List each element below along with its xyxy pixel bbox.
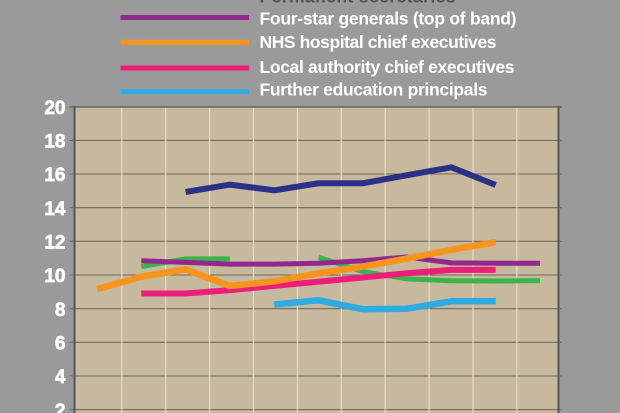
svg-text:4: 4	[55, 367, 66, 388]
svg-text:NHS hospital chief executives: NHS hospital chief executives	[260, 32, 497, 52]
svg-text:14: 14	[44, 199, 66, 220]
svg-text:6: 6	[55, 334, 66, 355]
svg-text:10: 10	[44, 266, 65, 287]
svg-text:Four-star generals (top of ban: Four-star generals (top of band)	[260, 9, 517, 29]
svg-text:20: 20	[44, 98, 65, 119]
svg-text:Further education principals: Further education principals	[260, 79, 488, 99]
svg-text:16: 16	[44, 165, 65, 186]
svg-text:12: 12	[44, 233, 65, 254]
svg-text:18: 18	[44, 132, 65, 153]
svg-text:Permanent secretaries: Permanent secretaries	[260, 0, 456, 6]
svg-text:2: 2	[55, 401, 66, 413]
svg-text:8: 8	[55, 300, 66, 321]
svg-text:Local authority chief executiv: Local authority chief executives	[260, 57, 515, 77]
